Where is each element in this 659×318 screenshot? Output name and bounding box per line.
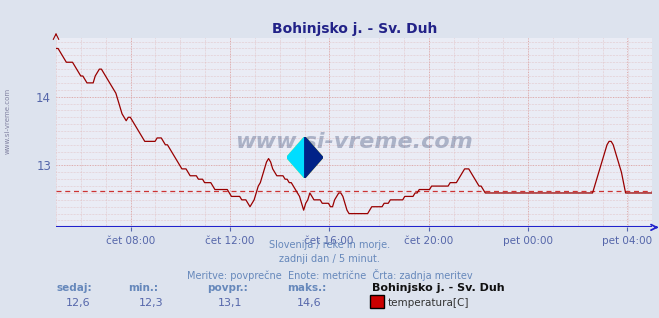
- Text: 12,3: 12,3: [138, 298, 163, 308]
- Text: 12,6: 12,6: [66, 298, 90, 308]
- Text: temperatura[C]: temperatura[C]: [387, 298, 469, 308]
- Text: sedaj:: sedaj:: [56, 283, 92, 293]
- Text: zadnji dan / 5 minut.: zadnji dan / 5 minut.: [279, 254, 380, 264]
- Title: Bohinjsko j. - Sv. Duh: Bohinjsko j. - Sv. Duh: [272, 22, 437, 36]
- Text: 14,6: 14,6: [297, 298, 321, 308]
- Text: min.:: min.:: [129, 283, 159, 293]
- Polygon shape: [304, 137, 323, 178]
- Polygon shape: [287, 137, 304, 178]
- Text: Meritve: povprečne  Enote: metrične  Črta: zadnja meritev: Meritve: povprečne Enote: metrične Črta:…: [186, 269, 473, 281]
- Text: povpr.:: povpr.:: [208, 283, 248, 293]
- Text: maks.:: maks.:: [287, 283, 326, 293]
- Text: Bohinjsko j. - Sv. Duh: Bohinjsko j. - Sv. Duh: [372, 283, 505, 293]
- Text: Slovenija / reke in morje.: Slovenija / reke in morje.: [269, 240, 390, 250]
- Polygon shape: [287, 137, 323, 178]
- Text: www.si-vreme.com: www.si-vreme.com: [5, 88, 11, 154]
- Text: www.si-vreme.com: www.si-vreme.com: [235, 132, 473, 152]
- Text: 13,1: 13,1: [217, 298, 242, 308]
